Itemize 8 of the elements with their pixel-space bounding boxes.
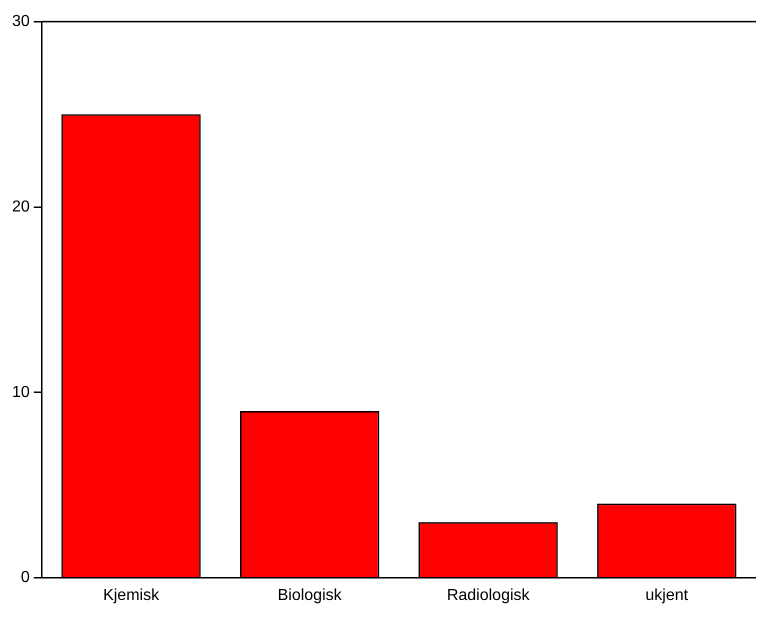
y-tick-label: 10 (12, 384, 30, 401)
x-tick-label: ukjent (645, 586, 689, 604)
x-tick-label: Radiologisk (446, 586, 531, 604)
y-tick-label: 0 (20, 569, 30, 586)
x-tick-label: Kjemisk (103, 586, 160, 604)
y-tick-label: 30 (12, 13, 30, 30)
y-tick-label: 20 (12, 198, 30, 216)
x-tick-label: Biologisk (278, 586, 343, 604)
